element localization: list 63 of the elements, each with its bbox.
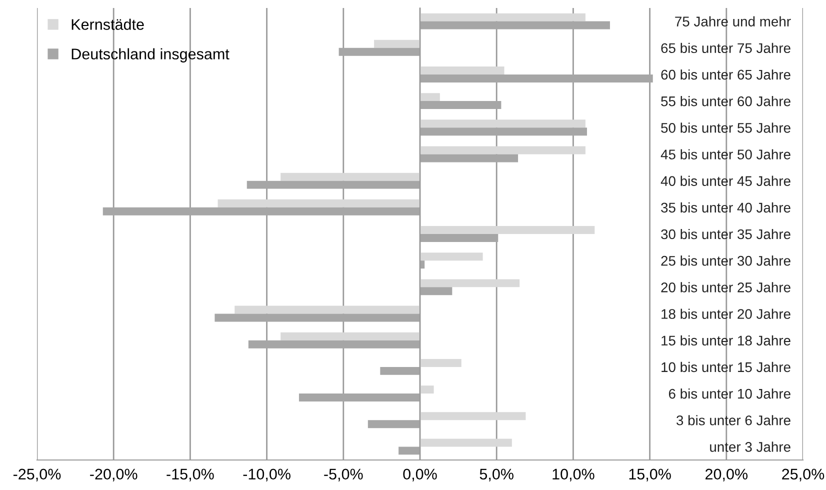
bar (420, 93, 440, 102)
bar (420, 226, 595, 234)
x-tick-label: -10,0% (243, 468, 290, 482)
bar (420, 234, 498, 242)
bar (246, 180, 420, 189)
y-tick-label: 45 bis unter 50 Jahre (660, 149, 790, 160)
x-tick-label: -20,0% (90, 468, 138, 482)
bar (420, 74, 653, 82)
y-tick-label: 15 bis unter 18 Jahre (662, 335, 790, 346)
bar (420, 287, 452, 296)
x-tick-label: 10,0% (552, 468, 594, 482)
bar (420, 438, 512, 447)
y-tick-label: 3 bis unter 6 Jahre (676, 415, 790, 426)
x-tick-label: 25,0% (782, 468, 824, 482)
y-tick-label: 25 bis unter 30 Jahre (661, 256, 790, 266)
bar (420, 146, 586, 154)
bar (298, 394, 420, 402)
x-tick-label: 20,0% (706, 468, 748, 482)
bar (420, 66, 504, 74)
bar (248, 340, 420, 348)
bar (420, 13, 586, 22)
bar (218, 199, 420, 208)
bar (420, 386, 434, 394)
x-tick-label: -25,0% (13, 468, 61, 482)
y-tick-label: 40 bis unter 45 Jahre (660, 176, 790, 186)
bar (420, 120, 586, 128)
bar (374, 40, 420, 48)
y-tick-label: 18 bis unter 20 Jahre (662, 308, 790, 319)
bar (102, 207, 420, 216)
y-tick-label: 6 bis unter 10 Jahre (668, 388, 790, 399)
legend-label: Deutschland insgesamt (72, 48, 230, 62)
x-tick-label: 15,0% (629, 468, 671, 482)
y-tick-label: 10 bis unter 15 Jahre (662, 362, 790, 372)
y-tick-label: 30 bis unter 35 Jahre (661, 228, 790, 240)
x-tick-label: -15,0% (166, 468, 214, 482)
bar (420, 358, 462, 367)
bar (280, 332, 420, 340)
bar (420, 154, 518, 162)
bar (420, 412, 526, 420)
x-tick-label: 0,0% (403, 468, 437, 482)
bar (338, 48, 420, 56)
y-tick-label: 55 bis unter 60 Jahre (661, 96, 790, 106)
bar (280, 172, 420, 181)
y-tick-label: 60 bis unter 65 Jahre (661, 69, 790, 80)
bar (380, 366, 420, 375)
bar (420, 21, 610, 30)
bar (420, 128, 587, 136)
bar (214, 314, 420, 322)
x-tick-label: -5,0% (324, 468, 363, 482)
x-tick-label: 5,0% (480, 468, 514, 482)
bar (234, 306, 420, 314)
y-tick-label: 75 Jahre und mehr (675, 16, 791, 26)
legend-label: Kernstädte (72, 18, 144, 30)
y-tick-label: 50 bis unter 55 Jahre (661, 122, 790, 133)
bar (420, 279, 520, 288)
y-tick-label: 35 bis unter 40 Jahre (661, 202, 790, 213)
bar (420, 101, 502, 110)
bar (368, 420, 420, 428)
y-tick-label: unter 3 Jahre (710, 442, 790, 452)
bar (420, 252, 483, 261)
y-tick-label: 20 bis unter 25 Jahre (661, 282, 790, 292)
bar (398, 446, 420, 455)
y-tick-label: 65 bis unter 75 Jahre (661, 42, 790, 54)
